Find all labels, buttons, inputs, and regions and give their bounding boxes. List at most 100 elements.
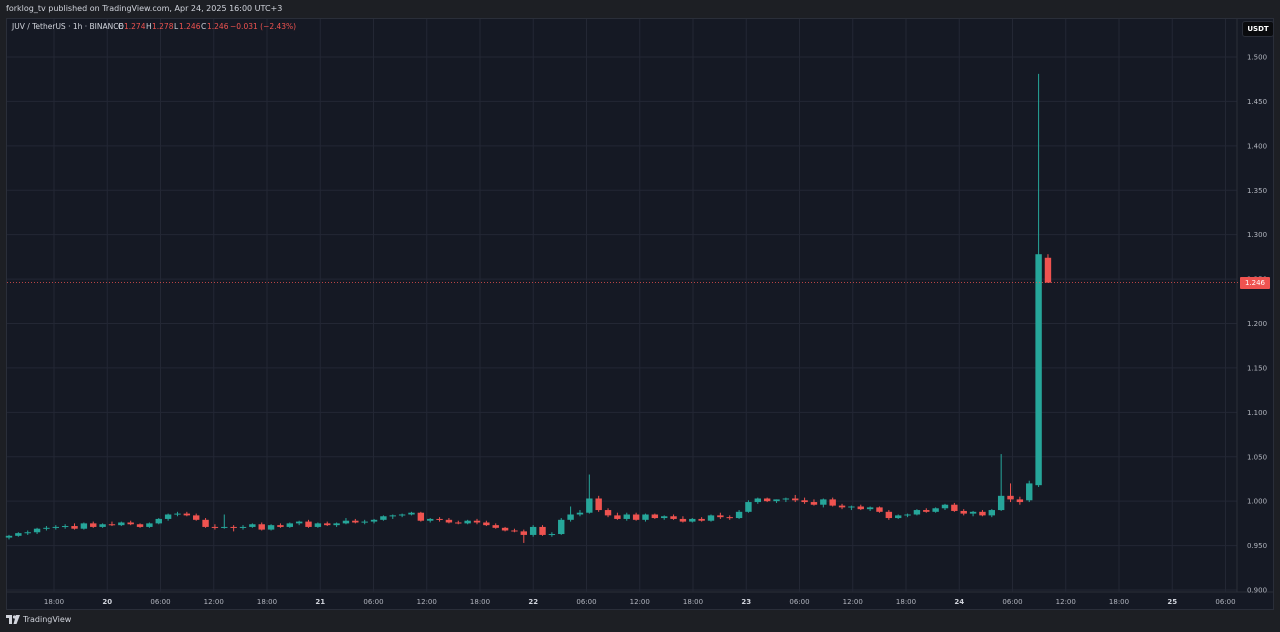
candle [492,523,499,529]
currency-badge[interactable]: USDT [1242,21,1274,37]
candle-body [895,515,902,519]
candle [464,519,471,525]
brand-name: TradingView [23,615,72,624]
y-tick-label: 1.350 [1247,187,1267,195]
x-tick-label: 12:00 [630,598,650,606]
x-tick-label: 18:00 [44,598,64,606]
candle-body [211,526,219,528]
candle [960,509,967,516]
candle [267,524,275,531]
candle [305,519,312,528]
candle [239,525,247,530]
candle-body [548,534,556,536]
legend-symbol: JUV / TetherUS · 1h · BINANCE [11,22,123,31]
y-tick-label: 1.000 [1247,498,1267,506]
candle-body [951,504,958,511]
candle [670,514,677,520]
candle-body [1016,499,1024,503]
candle-body [80,523,88,529]
candle-body [558,519,565,535]
candle [230,525,237,532]
candle-body [501,527,509,531]
candle [155,518,162,525]
candle [876,506,883,513]
x-tick-label: 06:00 [789,598,809,606]
candle-body [904,514,911,516]
candle [80,522,88,530]
tradingview-logo[interactable]: TradingView [6,615,71,624]
candle-body [576,512,584,515]
candle-body [979,511,986,516]
candle [361,519,368,525]
candle [398,513,406,518]
candle [586,474,593,514]
x-tick-label: 06:00 [150,598,170,606]
x-tick-label: 06:00 [1002,598,1022,606]
candle [427,518,434,523]
candle-body [193,515,200,520]
candle-body [99,524,106,527]
candle-body [342,520,350,524]
candle-body [473,520,481,523]
candle [754,497,761,504]
candle-body [136,524,144,527]
candle-body [277,525,284,527]
candle-body [90,523,97,527]
legend: JUV / TetherUS · 1h · BINANCE O 1.274 H … [11,22,296,31]
candle [735,510,743,519]
candle [90,521,97,528]
time-axis[interactable]: 18:00 20 06:00 12:00 18:00 21 06:00 12:00 18:00 2… [44,598,1236,606]
candle [558,518,565,535]
candle-body [539,526,546,535]
candle [810,499,818,506]
candle [913,509,921,516]
legend-c-label: C [201,22,206,31]
candle-body [960,510,967,514]
candle [717,512,724,519]
candle [707,514,715,522]
candle-body [333,523,340,526]
candle [1007,483,1014,503]
candle [679,516,687,523]
candle [174,511,181,517]
candle [99,523,106,528]
candle-body [164,514,172,519]
candle-body [923,510,930,512]
candle-body [286,523,293,527]
candle [1044,254,1052,283]
footer: TradingView [0,610,1280,632]
candle-body [155,518,162,524]
x-tick-label: 25 [1167,598,1177,606]
candle-body [604,510,612,516]
candle-body [763,498,771,502]
candle [352,518,359,524]
price-axis[interactable]: 0.9000.9501.0001.0501.1001.1501.2001.250… [1247,54,1267,595]
legend-l-value: 1.246 [179,22,201,31]
candle [820,498,827,508]
candle-body [389,515,396,517]
candle [314,522,322,528]
candle [277,523,284,528]
candle [623,512,630,521]
x-tick-label: 12:00 [204,598,224,606]
candle-body [43,527,50,529]
candle [838,503,846,510]
candle [370,518,378,524]
current-price-label: 1.246 [1240,277,1270,289]
y-tick-label: 1.300 [1247,231,1267,239]
candle-body [52,526,59,528]
candle [221,514,228,529]
candle-body [801,500,808,503]
candle-body [445,519,453,523]
candle-body [586,498,593,513]
candle-body [988,510,995,516]
candle-body [595,498,602,511]
candle [501,526,509,532]
candle-body [932,508,939,512]
candle-body [1007,495,1014,500]
x-tick-label: 22 [528,598,538,606]
candle-body [361,521,368,523]
candle [548,532,556,537]
candle [258,522,265,531]
